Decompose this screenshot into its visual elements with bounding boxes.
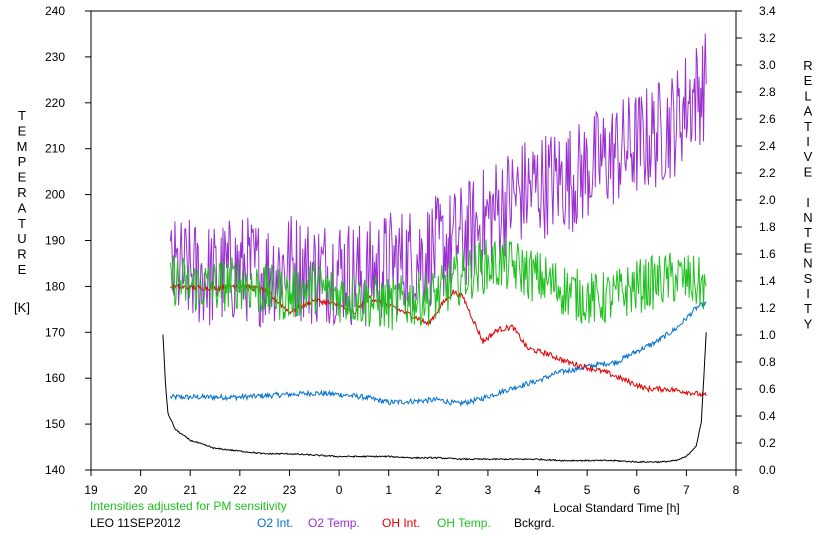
x-axis-title: Local Standard Time [h]	[553, 501, 680, 515]
left-axis-ticks: 140 150 160 170 180 190 200 210 220 230 240	[45, 4, 91, 477]
axis-label-letter: V	[804, 149, 813, 164]
right-tick-label: 2.0	[759, 193, 776, 207]
axis-label-letter: I	[806, 195, 810, 210]
right-tick-label: 2.6	[759, 112, 776, 126]
legend-item: OH Int.	[382, 516, 421, 530]
axis-label-letter: E	[804, 164, 813, 179]
axis-label-letter: L	[804, 88, 811, 103]
axis-label-letter: P	[18, 154, 27, 169]
series-o2-int	[169, 301, 707, 408]
left-tick-label: 220	[45, 96, 65, 110]
right-tick-label: 1.4	[759, 274, 776, 288]
axis-label-letter: Y	[804, 316, 813, 331]
axis-label-letter: E	[18, 262, 27, 277]
left-tick-label: 160	[45, 371, 65, 385]
right-tick-label: 1.0	[759, 328, 776, 342]
series-o2-temp	[169, 33, 707, 329]
series-bckgrd	[162, 332, 707, 464]
right-tick-label: 3.4	[759, 4, 776, 18]
x-tick-label: 23	[283, 483, 297, 497]
axis-label-letter: I	[806, 286, 810, 301]
right-tick-label: 2.2	[759, 166, 776, 180]
x-tick-label: 19	[84, 483, 98, 497]
left-tick-label: 150	[45, 417, 65, 431]
left-tick-label: 180	[45, 279, 65, 293]
left-tick-label: 140	[45, 463, 65, 477]
legend-item: OH Temp.	[437, 516, 491, 530]
axis-label-letter: A	[804, 104, 813, 119]
x-tick-label: 8	[733, 483, 740, 497]
left-tick-label: 200	[45, 188, 65, 202]
axis-label-letter: M	[17, 139, 28, 154]
station-label: LEO 11SEP2012	[90, 516, 181, 530]
left-tick-label: 170	[45, 325, 65, 339]
axis-label-letter: E	[18, 123, 27, 138]
x-tick-label: 1	[385, 483, 392, 497]
x-tick-label: 22	[233, 483, 247, 497]
legend-item: O2 Int.	[257, 516, 294, 530]
x-tick-label: 7	[683, 483, 690, 497]
left-tick-label: 210	[45, 142, 65, 156]
right-tick-label: 2.8	[759, 85, 776, 99]
axis-label-letter: R	[17, 185, 26, 200]
x-tick-label: 6	[633, 483, 640, 497]
x-axis-ticks: 19 20 21 22 23 0 1 2 3 4 5 6 7 8	[84, 470, 740, 497]
right-tick-label: 2.4	[759, 139, 776, 153]
right-axis-ticks: 0.0 0.2 0.4 0.6 0.8 1.0 1.2 1.4 1.6 1.8 2.0 2.2 2.4 2…	[736, 4, 776, 477]
x-tick-label: 2	[435, 483, 442, 497]
x-tick-label: 3	[485, 483, 492, 497]
axis-label-letter: U	[17, 231, 26, 246]
x-tick-label: 5	[584, 483, 591, 497]
right-tick-label: 1.2	[759, 301, 776, 315]
right-tick-label: 1.6	[759, 247, 776, 261]
axis-label-letter: N	[803, 256, 812, 271]
legend-item: Bckgrd.	[514, 516, 555, 530]
axis-label-letter: E	[804, 73, 813, 88]
legend-item: O2 Temp.	[308, 516, 360, 530]
axis-label-letter: A	[18, 200, 27, 215]
x-tick-label: 20	[134, 483, 148, 497]
x-tick-label: 21	[184, 483, 198, 497]
left-tick-label: 240	[45, 4, 65, 18]
axis-label-letter: T	[804, 225, 812, 240]
axis-label-letter: T	[18, 216, 26, 231]
sensitivity-note: Intensities adjusted for PM sensitivity	[90, 499, 287, 513]
axis-label-letter: R	[803, 58, 812, 73]
series-oh-temp	[169, 237, 707, 331]
right-tick-label: 3.2	[759, 31, 776, 45]
x-tick-label: 4	[534, 483, 541, 497]
right-tick-label: 3.0	[759, 58, 776, 72]
axis-label-letter: T	[804, 301, 812, 316]
left-tick-label: 190	[45, 234, 65, 248]
right-tick-label: 0.8	[759, 355, 776, 369]
axis-label-letter: T	[804, 119, 812, 134]
series-lines	[162, 33, 707, 464]
axis-label-letter: R	[17, 247, 26, 262]
x-tick-label: 0	[336, 483, 343, 497]
right-tick-label: 1.8	[759, 220, 776, 234]
right-tick-label: 0.6	[759, 382, 776, 396]
axis-label-letter: S	[804, 271, 813, 286]
axis-label-letter: I	[806, 134, 810, 149]
axis-label-letter: T	[18, 108, 26, 123]
left-axis-unit: [K]	[14, 300, 30, 315]
axis-label-letter: E	[804, 240, 813, 255]
axis-label-letter: E	[18, 170, 27, 185]
right-tick-label: 0.4	[759, 409, 776, 423]
right-tick-label: 0.2	[759, 436, 776, 450]
axis-label-letter: N	[803, 210, 812, 225]
right-tick-label: 0.0	[759, 463, 776, 477]
left-tick-label: 230	[45, 50, 65, 64]
